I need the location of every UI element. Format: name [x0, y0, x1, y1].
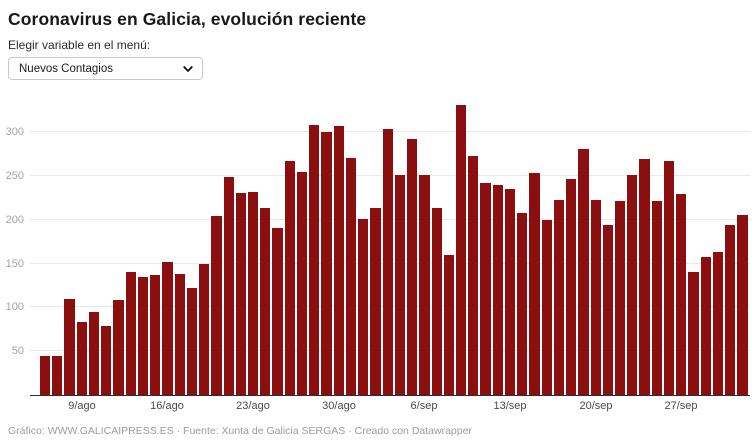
bar-20/sep[interactable]	[590, 200, 601, 395]
bar-2/sep[interactable]	[370, 208, 381, 395]
y-axis-label: 150	[5, 257, 24, 270]
x-axis-label-30/ago: 30/ago	[322, 400, 356, 412]
bar-22/sep[interactable]	[615, 201, 626, 395]
x-axis-label-6/sep: 6/sep	[410, 400, 438, 412]
variable-dropdown[interactable]: Nuevos Contagios	[8, 57, 203, 80]
bar-23/sep[interactable]	[627, 175, 638, 395]
bar-9/sep[interactable]	[455, 104, 467, 395]
chart-title: Coronavirus en Galicia, evolución recien…	[8, 9, 367, 29]
bar-8/ago[interactable]	[64, 298, 75, 395]
bar-2/oct[interactable]	[737, 215, 748, 395]
bar-3/sep[interactable]	[382, 129, 393, 395]
bar-14/ago[interactable]	[137, 276, 149, 395]
bar-8/sep[interactable]	[443, 254, 454, 395]
bar-27/ago[interactable]	[296, 171, 308, 395]
y-axis-label: 50	[11, 345, 24, 358]
x-axis-label-23/ago: 23/ago	[236, 400, 270, 412]
bar-26/ago[interactable]	[284, 160, 295, 395]
bars-container	[40, 97, 748, 395]
bar-5/sep[interactable]	[407, 139, 418, 395]
bar-11/sep[interactable]	[480, 182, 491, 395]
bar-7/ago[interactable]	[52, 356, 63, 395]
bar-16/sep[interactable]	[541, 219, 552, 395]
bar-19/sep[interactable]	[578, 148, 589, 395]
bar-1/oct[interactable]	[725, 224, 736, 395]
bar-25/sep[interactable]	[651, 201, 662, 395]
x-axis-label-27/sep: 27/sep	[664, 400, 698, 412]
y-axis-label: 200	[5, 213, 24, 226]
bar-29/ago[interactable]	[321, 132, 332, 395]
bar-11/ago[interactable]	[101, 325, 112, 395]
bar-22/ago[interactable]	[235, 192, 246, 395]
bar-13/ago[interactable]	[125, 272, 136, 395]
y-axis-label: 100	[5, 301, 24, 314]
bar-9/ago[interactable]	[76, 322, 87, 395]
bar-12/sep[interactable]	[492, 184, 503, 395]
bar-30/sep[interactable]	[712, 252, 724, 395]
bar-6/ago[interactable]	[40, 356, 51, 395]
bar-26/sep[interactable]	[663, 160, 675, 395]
bar-29/sep[interactable]	[700, 256, 711, 395]
plot-area: 50 100 150 200 250 300	[6, 97, 750, 396]
y-axis-label: 250	[5, 169, 24, 182]
chart-subtitle: Elegir variable en el menú:	[8, 38, 151, 52]
bar-31/ago[interactable]	[345, 158, 357, 395]
bar-19/ago[interactable]	[199, 263, 210, 395]
bar-10/sep[interactable]	[468, 155, 479, 395]
bar-15/sep[interactable]	[529, 173, 540, 395]
x-axis-label-20/sep: 20/sep	[579, 400, 613, 412]
bar-21/sep[interactable]	[602, 224, 614, 395]
bar-21/ago[interactable]	[223, 176, 234, 395]
bar-1/sep[interactable]	[358, 218, 369, 395]
bar-23/ago[interactable]	[247, 191, 259, 395]
bar-28/sep[interactable]	[688, 272, 699, 395]
bar-6/sep[interactable]	[419, 175, 430, 395]
bar-13/sep[interactable]	[504, 189, 516, 395]
bar-17/sep[interactable]	[553, 199, 565, 395]
chevron-down-icon	[183, 65, 193, 72]
bar-4/sep[interactable]	[394, 175, 406, 395]
bar-10/ago[interactable]	[88, 311, 100, 395]
bar-18/sep[interactable]	[566, 178, 577, 395]
bar-17/ago[interactable]	[174, 274, 185, 395]
bar-15/ago[interactable]	[150, 274, 161, 395]
bar-16/ago[interactable]	[162, 261, 173, 395]
bar-28/ago[interactable]	[309, 125, 320, 395]
bar-7/sep[interactable]	[431, 208, 442, 395]
bar-12/ago[interactable]	[113, 300, 124, 395]
bar-18/ago[interactable]	[186, 288, 198, 395]
bar-24/sep[interactable]	[639, 159, 650, 395]
variable-dropdown-value: Nuevos Contagios	[19, 62, 113, 75]
attribution-footer: Gráfico: WWW.GALICAIPRESS.ES · Fuente: X…	[8, 425, 472, 437]
x-axis-label-9/ago: 9/ago	[68, 400, 96, 412]
x-axis: 9/ago 16/ago 23/ago 30/ago 6/sep 13/sep 20/sep…	[30, 396, 750, 414]
bar-30/ago[interactable]	[333, 125, 344, 395]
y-axis-label: 300	[5, 126, 24, 139]
x-axis-label-16/ago: 16/ago	[150, 400, 184, 412]
bar-20/ago[interactable]	[211, 216, 222, 395]
bar-14/sep[interactable]	[517, 212, 528, 395]
bar-27/sep[interactable]	[676, 194, 687, 395]
x-axis-label-13/sep: 13/sep	[493, 400, 527, 412]
bar-25/ago[interactable]	[272, 228, 283, 395]
bar-24/ago[interactable]	[260, 208, 271, 395]
